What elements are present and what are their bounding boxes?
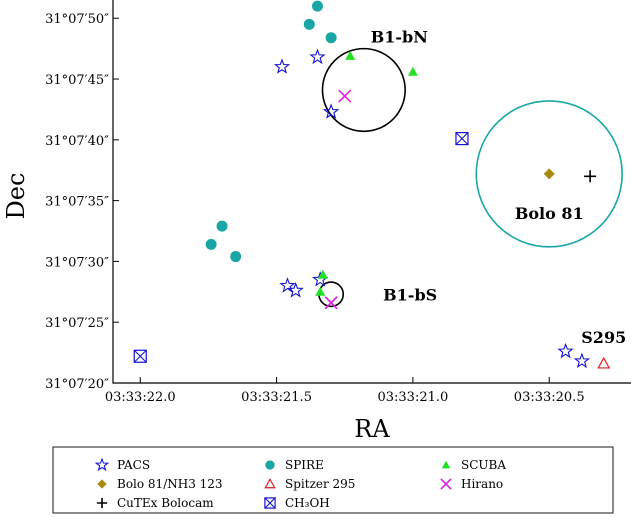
data-point-shape: [303, 18, 315, 30]
data-point: [557, 342, 574, 359]
legend-marker: [94, 457, 110, 472]
data-point-shape: [322, 103, 340, 119]
y-axis-label: Dec: [2, 173, 30, 220]
data-point-shape: [311, 0, 323, 12]
plot-area: 03:33:22.0 03:33:21.5 03:33:21.0 03:33:20.5…: [45, 0, 631, 405]
data-point: [230, 251, 242, 263]
data-point-shape: [230, 251, 242, 263]
legend-entry: SCUBA: [461, 458, 506, 472]
legend: PACS SPIRE SCUBA Bolo 81/NH3 123 Spitzer 295…: [52, 446, 614, 514]
legend-marker-shape: [264, 478, 276, 489]
legend-marker-shape: [265, 460, 275, 470]
data-point-box: [133, 349, 147, 363]
data-point: [322, 103, 340, 119]
data-point: [303, 18, 315, 30]
data-point-cross: [133, 349, 147, 363]
data-point-shape: [273, 58, 291, 74]
data-point: [543, 168, 555, 180]
legend-marker-shape: [97, 479, 107, 489]
annotation-label: Bolo 81: [515, 204, 584, 223]
data-point: [455, 132, 469, 146]
data-point: [133, 349, 147, 363]
legend-marker: [264, 478, 276, 489]
data-point: [287, 282, 304, 298]
data-point-shape: [309, 48, 326, 65]
legend-entry: Hirano: [461, 477, 503, 491]
data-point: [279, 277, 296, 293]
x-tick-label: 03:33:21.0: [377, 390, 448, 405]
region-circle: [321, 47, 406, 133]
legend-marker: [97, 479, 107, 489]
y-tick-label: 31°07′30″: [45, 255, 109, 270]
x-tick-label: 03:33:21.5: [241, 390, 312, 405]
y-tick-label: 31°07′25″: [45, 316, 109, 331]
data-point-shape: [345, 50, 356, 60]
data-point-shape: [216, 220, 228, 232]
legend-entry: PACS: [117, 458, 150, 472]
y-tick-label: 31°07′20″: [45, 377, 109, 392]
data-point: [216, 220, 228, 232]
x-tick-label: 03:33:20.5: [514, 390, 585, 405]
legend-entry: CuTEx Bolocam: [117, 496, 214, 510]
data-point: [205, 238, 217, 250]
data-point-cross: [455, 132, 469, 145]
region-circle: [475, 100, 623, 248]
annotation-label: B1-bS: [383, 285, 437, 304]
legend-entry: Spitzer 295: [285, 477, 355, 491]
data-point: [338, 89, 352, 103]
legend-entry: CH₃OH: [285, 496, 330, 510]
data-point: [407, 66, 418, 76]
legend-marker-cross: [264, 497, 276, 509]
data-point: [573, 352, 591, 369]
data-point-shape: [324, 296, 338, 310]
data-point: [311, 0, 323, 12]
data-point-shape: [573, 352, 591, 369]
legend-marker-shape: [94, 457, 110, 472]
data-point-shape: [557, 342, 574, 359]
data-point: [325, 32, 337, 44]
y-tick-label: 31°07′50″: [45, 12, 109, 27]
data-point-shape: [543, 168, 555, 180]
data-point-box: [455, 132, 469, 146]
data-point-shape: [338, 89, 352, 103]
data-point-shape: [584, 170, 597, 183]
data-point: [345, 50, 356, 60]
legend-box: [52, 446, 614, 514]
data-point: [315, 286, 326, 296]
y-tick-label: 31°07′40″: [45, 134, 109, 149]
legend-marker-shape: [440, 478, 452, 490]
data-point-shape: [597, 356, 611, 369]
data-point: [324, 296, 338, 310]
data-point: [309, 48, 326, 65]
data-point-shape: [317, 269, 328, 279]
data-point-shape: [315, 286, 326, 296]
data-point-shape: [205, 238, 217, 250]
y-tick-label: 31°07′45″: [45, 73, 109, 88]
data-point: [584, 170, 597, 183]
data-point: [597, 356, 611, 369]
data-point-shape: [287, 282, 304, 298]
legend-marker: [96, 497, 108, 509]
legend-entry: Bolo 81/NH3 123: [117, 477, 223, 491]
legend-marker: [441, 460, 451, 469]
legend-marker: [440, 478, 452, 490]
data-point: [317, 269, 328, 279]
legend-marker-box: [264, 497, 276, 509]
legend-marker-shape: [96, 497, 108, 509]
legend-marker-shape: [441, 460, 451, 469]
x-axis-label: RA: [354, 415, 390, 443]
legend-entry: SPIRE: [285, 458, 324, 472]
legend-marker: [265, 460, 275, 470]
data-point-shape: [325, 32, 337, 44]
data-point-shape: [279, 277, 296, 293]
y-tick-label: 31°07′35″: [45, 195, 109, 210]
data-point: [273, 58, 291, 74]
legend-marker: [264, 497, 276, 509]
annotation-label: B1-bN: [371, 28, 428, 47]
annotation-label: S295: [581, 328, 626, 347]
data-point-shape: [407, 66, 418, 76]
x-tick-label: 03:33:22.0: [105, 390, 176, 405]
